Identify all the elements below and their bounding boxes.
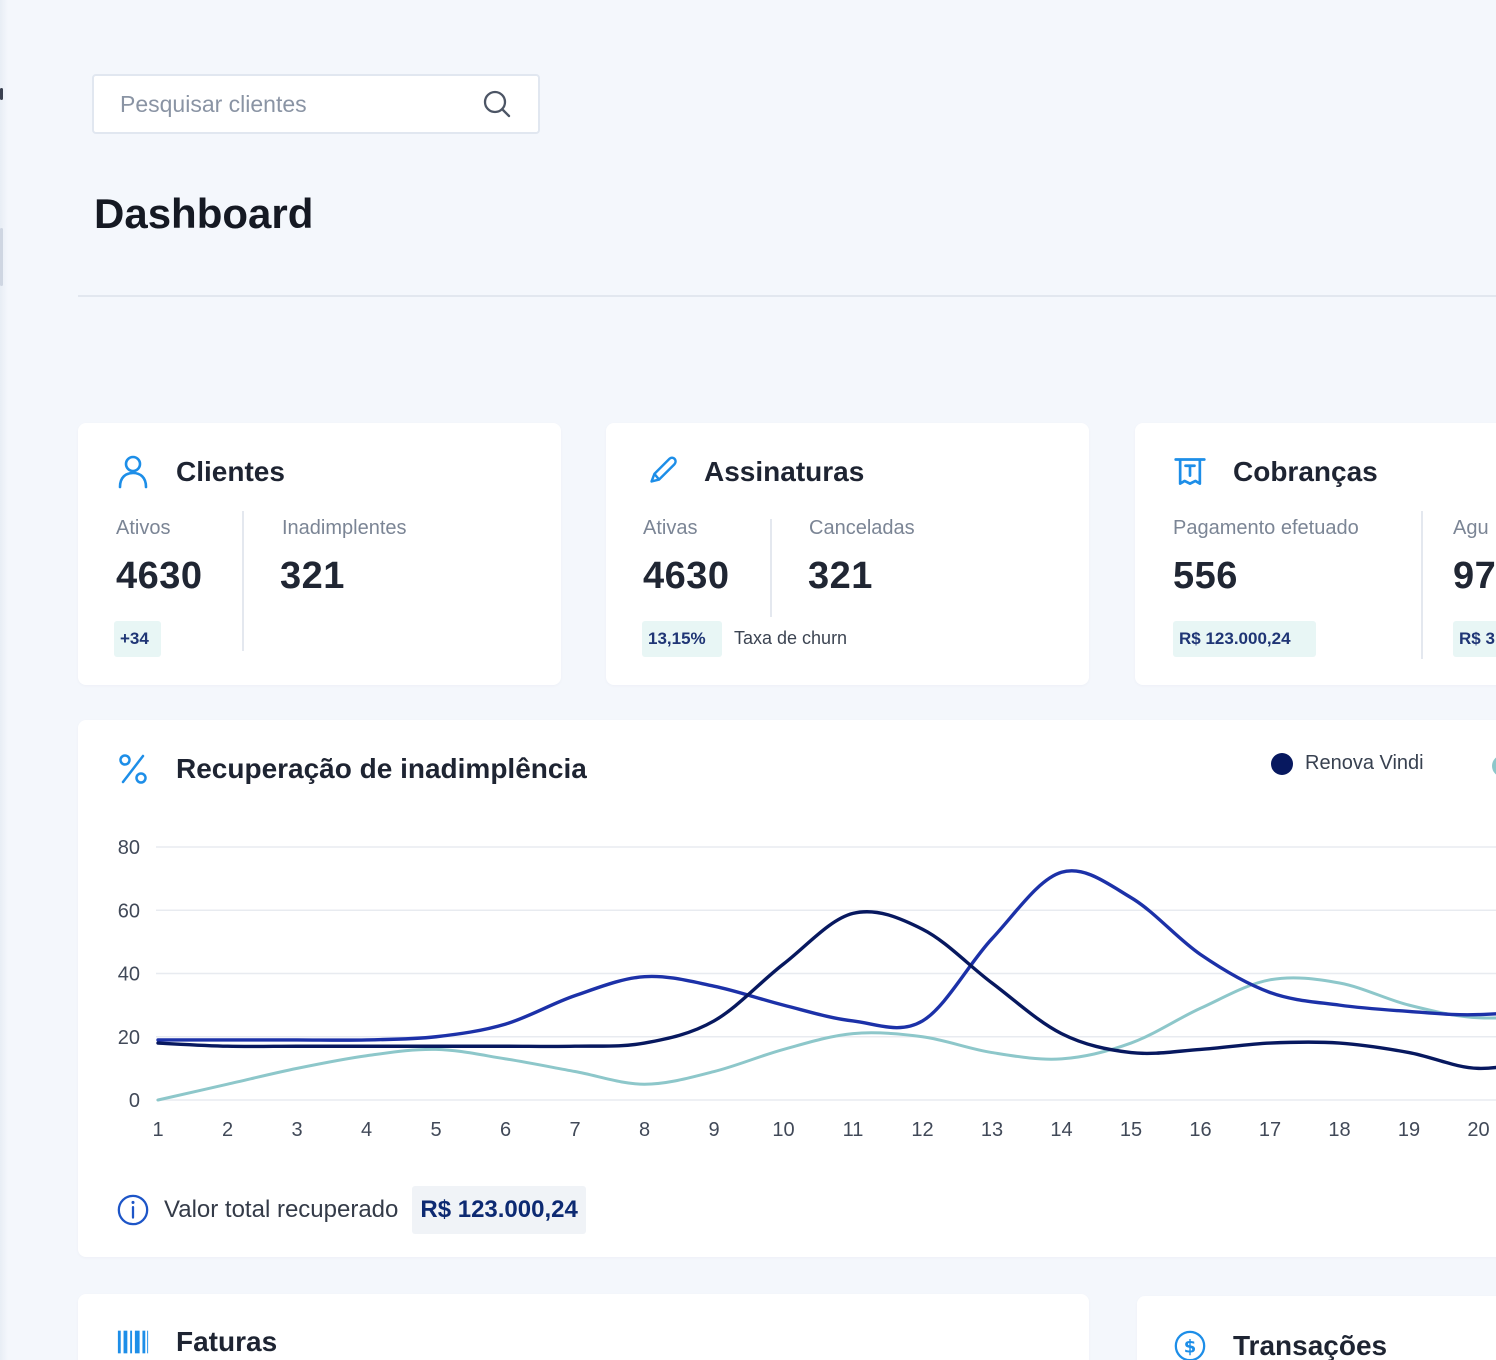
- x-tick-label-12: 12: [911, 1119, 933, 1141]
- assinaturas-card-header: Assinaturas: [644, 454, 864, 490]
- recovery-chart-card: Recuperação de inadimplência Renova Vind…: [78, 720, 1496, 1257]
- y-tick-label-0: 0: [129, 1090, 140, 1112]
- assinaturas-divider: [770, 519, 772, 617]
- x-tick-label-16: 16: [1189, 1119, 1211, 1141]
- recovery-chart-title: Recuperação de inadimplência: [176, 753, 587, 784]
- pencil-icon: [644, 454, 678, 490]
- x-tick-label-18: 18: [1328, 1119, 1350, 1141]
- clientes-card-title: Clientes: [176, 456, 285, 487]
- x-tick-label-10: 10: [772, 1119, 794, 1141]
- cobrancas-divider: [1421, 511, 1423, 659]
- waiting-charges-value: 97: [1453, 555, 1496, 597]
- cobrancas-card-title: Cobranças: [1233, 456, 1378, 487]
- transacoes-card-header: $ Transações: [1173, 1328, 1387, 1360]
- faturas-card[interactable]: Faturas: [78, 1294, 1089, 1360]
- x-tick-label-1: 1: [152, 1119, 163, 1141]
- canceled-subscriptions-value: 321: [808, 555, 873, 597]
- y-tick-label-60: 60: [118, 900, 140, 922]
- x-tick-label-14: 14: [1050, 1119, 1072, 1141]
- x-tick-label-20: 20: [1467, 1119, 1489, 1141]
- clientes-card-header: Clientes: [116, 454, 285, 490]
- faturas-card-header: Faturas: [116, 1324, 277, 1360]
- total-recovered-label: Valor total recuperado: [164, 1196, 399, 1223]
- money-icon: $: [1173, 1328, 1207, 1360]
- search-icon[interactable]: [480, 87, 514, 121]
- sidebar-edge: [0, 0, 8, 1360]
- x-tick-label-13: 13: [981, 1119, 1003, 1141]
- search-box: [92, 74, 540, 134]
- second-series-legend-dot: [1492, 755, 1496, 777]
- x-tick-label-7: 7: [569, 1119, 580, 1141]
- waiting-charges-label: Agu: [1453, 517, 1489, 539]
- transacoes-card[interactable]: $ Transações: [1137, 1296, 1496, 1360]
- barcode-icon: [116, 1324, 150, 1360]
- assinaturas-card[interactable]: Assinaturas Ativas 4630 Canceladas 321 1…: [606, 423, 1089, 685]
- waiting-charges-amount: R$ 3: [1453, 621, 1496, 657]
- y-tick-label-80: 80: [118, 837, 140, 859]
- active-subscriptions-value: 4630: [643, 555, 730, 597]
- x-tick-label-19: 19: [1398, 1119, 1420, 1141]
- info-icon: [116, 1192, 150, 1228]
- cobrancas-card-header: Cobranças: [1173, 454, 1378, 490]
- clientes-card[interactable]: Clientes Ativos 4630 +34 Inadimplentes 3…: [78, 423, 561, 685]
- x-tick-label-2: 2: [222, 1119, 233, 1141]
- defaulters-label: Inadimplentes: [282, 517, 407, 539]
- faturas-card-title: Faturas: [176, 1326, 278, 1357]
- total-recovered-value: R$ 123.000,24: [412, 1186, 586, 1234]
- canceled-subscriptions-label: Canceladas: [809, 517, 915, 539]
- renova-vindi-legend-label: Renova Vindi: [1305, 752, 1424, 774]
- chart-legend: Renova Vindi: [1271, 752, 1424, 775]
- chart-series-line-1: [156, 910, 1496, 1071]
- active-subscriptions-label: Ativas: [643, 517, 698, 539]
- search-input[interactable]: [118, 89, 480, 119]
- transacoes-card-title: Transações: [1233, 1330, 1388, 1360]
- chart-series-line-3: [156, 976, 1496, 1102]
- x-tick-label-17: 17: [1259, 1119, 1281, 1141]
- x-tick-label-6: 6: [500, 1119, 511, 1141]
- paid-charges-label: Pagamento efetuado: [1173, 517, 1359, 539]
- x-tick-label-15: 15: [1120, 1119, 1142, 1141]
- y-tick-label-40: 40: [118, 964, 140, 986]
- paid-charges-value: 556: [1173, 555, 1238, 597]
- chart-footer: Valor total recuperado R$ 123.000,24: [116, 1186, 586, 1234]
- y-tick-label-20: 20: [118, 1027, 140, 1049]
- page-title: Dashboard: [94, 190, 314, 237]
- renova-vindi-legend-dot: [1271, 752, 1293, 775]
- defaulters-value: 321: [280, 555, 345, 597]
- paid-charges-amount: R$ 123.000,24: [1173, 621, 1316, 657]
- clientes-divider: [242, 511, 244, 651]
- user-icon: [116, 454, 150, 490]
- percent-icon: [116, 751, 150, 787]
- recovery-chart-header: Recuperação de inadimplência: [116, 751, 587, 787]
- x-tick-label-9: 9: [708, 1119, 719, 1141]
- active-clients-value: 4630: [116, 555, 203, 597]
- x-tick-label-4: 4: [361, 1119, 372, 1141]
- header-divider: [78, 295, 1496, 297]
- chart-series-line-2: [156, 869, 1496, 1042]
- x-tick-label-3: 3: [291, 1119, 302, 1141]
- x-tick-label-11: 11: [843, 1119, 864, 1141]
- receipt-icon: [1173, 454, 1207, 490]
- x-tick-label-8: 8: [639, 1119, 650, 1141]
- assinaturas-card-title: Assinaturas: [704, 456, 865, 487]
- churn-rate-badge: 13,15%: [642, 621, 722, 657]
- active-clients-badge: +34: [114, 621, 161, 657]
- active-clients-label: Ativos: [116, 517, 171, 539]
- svg-text:$: $: [1184, 1337, 1196, 1358]
- x-tick-label-5: 5: [430, 1119, 441, 1141]
- churn-rate-label: Taxa de churn: [734, 628, 848, 648]
- cobrancas-card[interactable]: Cobranças Pagamento efetuado 556 R$ 123.…: [1135, 423, 1496, 685]
